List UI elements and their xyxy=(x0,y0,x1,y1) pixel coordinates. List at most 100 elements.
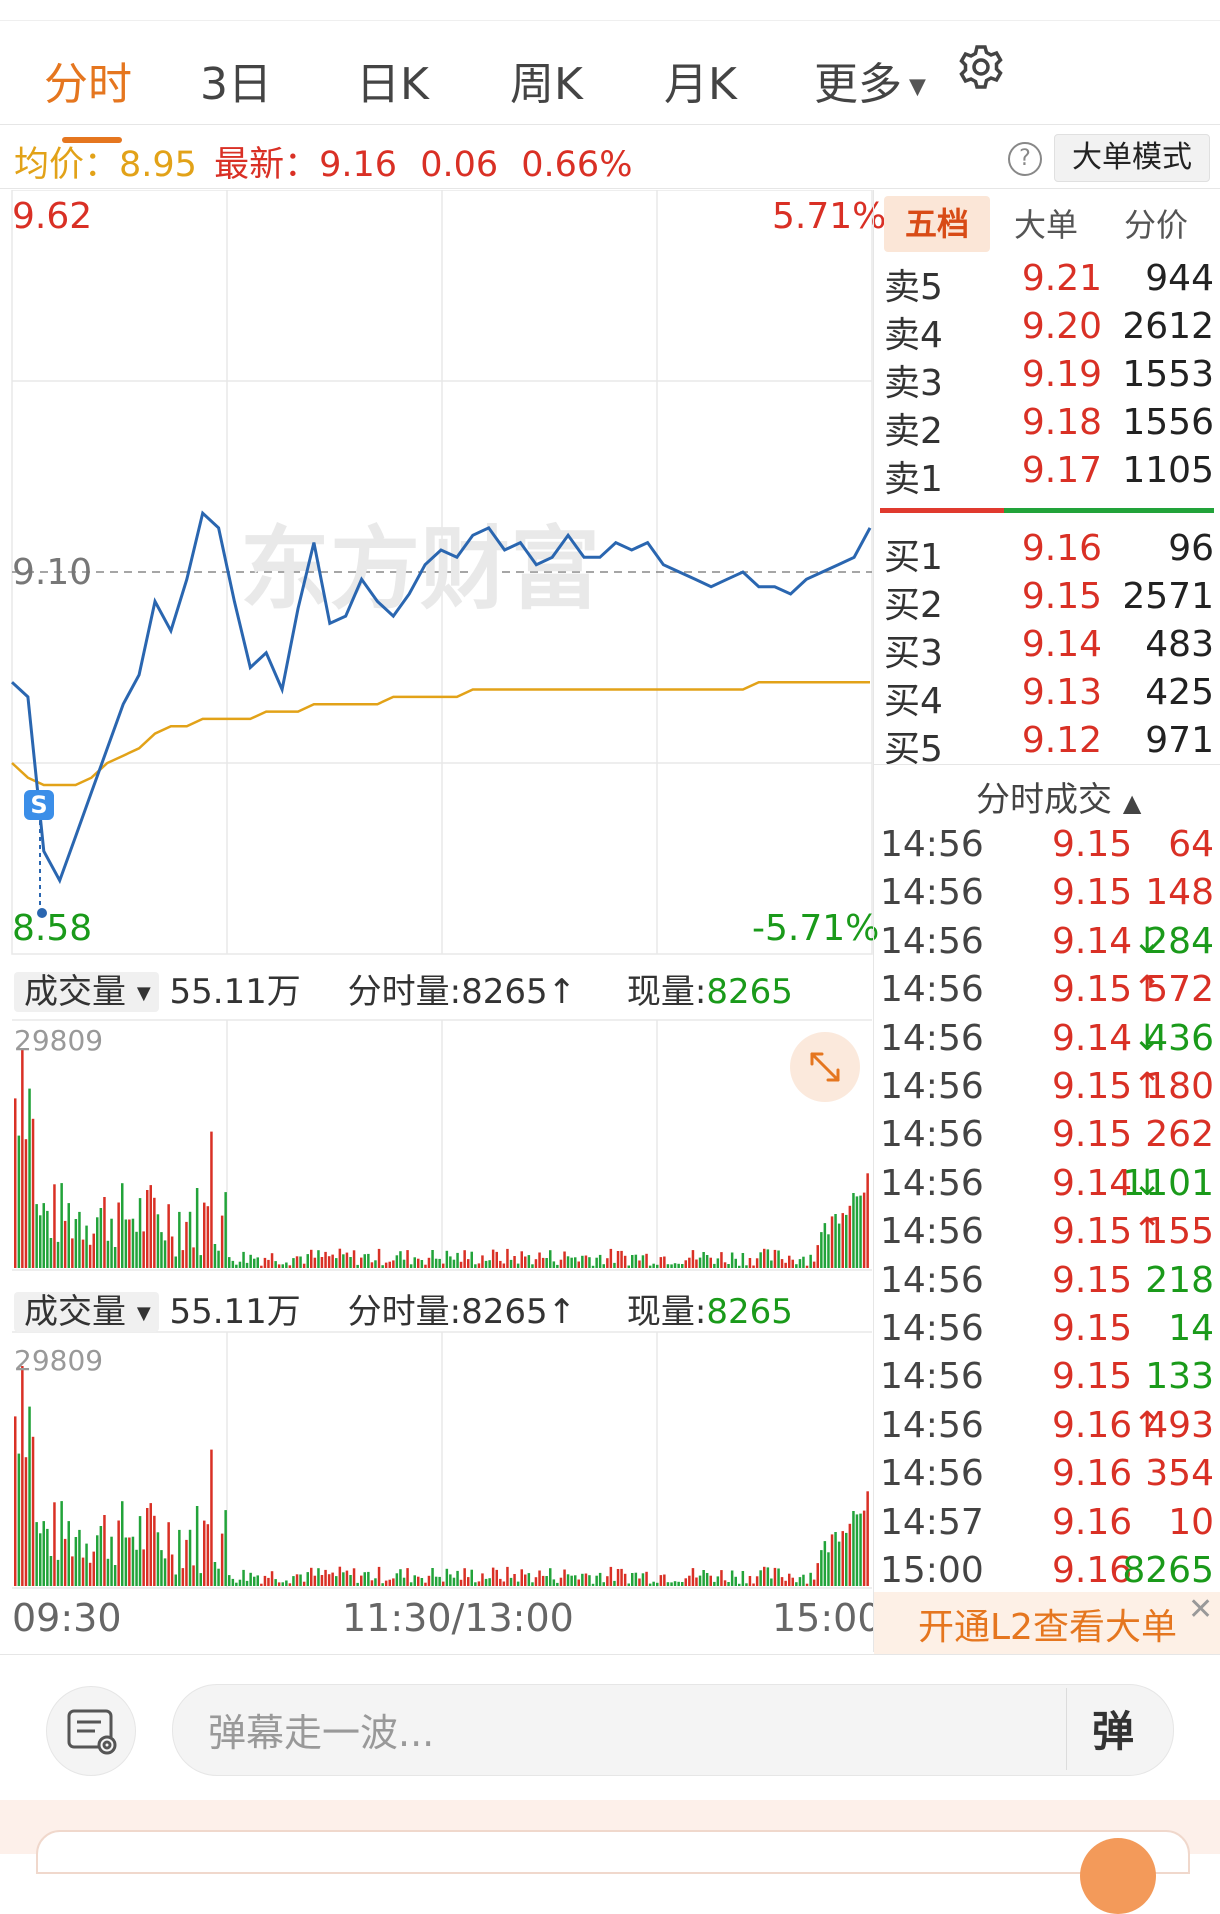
volume-bar xyxy=(35,1522,38,1586)
volume-bar xyxy=(352,1250,356,1268)
volume-bar xyxy=(509,1259,513,1268)
volume-indicator-select[interactable]: 成交量 ▼ xyxy=(14,972,159,1012)
volume-bar xyxy=(245,1262,249,1268)
volume-bar xyxy=(42,1203,45,1268)
volume-bar xyxy=(484,1578,488,1586)
volume-bar xyxy=(295,1574,299,1586)
volume-bar xyxy=(128,1219,131,1268)
tab-more[interactable]: 更多 ▼ xyxy=(814,48,926,112)
volume-bar xyxy=(645,1253,648,1268)
volume-bar xyxy=(96,1217,99,1268)
ticks-header[interactable]: 分时成交 ▲ xyxy=(976,772,1141,821)
volume-bar xyxy=(413,1575,416,1586)
volume-bar xyxy=(178,1529,181,1586)
bottom-card[interactable] xyxy=(36,1830,1190,1874)
volume-bar xyxy=(488,1260,491,1268)
volume-bar xyxy=(780,1577,784,1586)
volume-bar xyxy=(60,1501,63,1586)
l2-banner-text[interactable]: 开通L2查看大单 xyxy=(918,1607,1177,1648)
volume-bar xyxy=(424,1264,427,1268)
tick-time: 14:56 xyxy=(880,1114,984,1156)
tab-five-levels[interactable]: 五档 xyxy=(884,196,990,252)
tick-time: 15:00 xyxy=(880,1550,984,1591)
volume-bar xyxy=(210,1131,213,1268)
tab-big-orders[interactable]: 大单 xyxy=(1014,206,1079,244)
tab-monthly-k[interactable]: 月K xyxy=(664,59,737,110)
expand-button[interactable] xyxy=(790,1032,860,1102)
tick-time: 14:56 xyxy=(880,1066,984,1107)
top-pct-label: 5.71% xyxy=(772,196,887,237)
bid-volume: 425 xyxy=(1145,672,1214,713)
volume-bar xyxy=(417,1258,420,1268)
ask-row: 卖5 9.21 944 xyxy=(884,258,1214,308)
tick-price-value: 9.16 xyxy=(1052,1453,1133,1495)
volume-bar xyxy=(627,1583,630,1586)
ask-volume: 1105 xyxy=(1122,450,1214,491)
tab-intraday[interactable]: 分时 xyxy=(44,59,132,110)
volume-max-label-2: 29809 xyxy=(14,1344,104,1377)
volume-bar xyxy=(356,1582,359,1586)
volume-bar xyxy=(113,1247,117,1268)
volume-bar xyxy=(167,1522,170,1586)
big-order-mode-button[interactable]: 大单模式 xyxy=(1054,134,1210,182)
tab-3day[interactable]: 3日 xyxy=(200,59,272,110)
l2-banner[interactable] xyxy=(874,1592,1220,1654)
volume-bar xyxy=(78,1529,81,1586)
tab-price-distribution[interactable]: 分价 xyxy=(1124,206,1189,244)
volume-bar xyxy=(60,1183,63,1268)
tick-row: 14:56 9.15 14 xyxy=(880,1308,1214,1354)
volume-bar xyxy=(53,1502,56,1586)
signal-marker[interactable]: S xyxy=(24,790,54,820)
danmu-send-button[interactable]: 弹 xyxy=(1092,1698,1134,1759)
volume-bar xyxy=(556,1264,559,1268)
volume-bar xyxy=(188,1529,192,1586)
tick-row: 14:56 9.14↓ 1101 xyxy=(880,1163,1214,1209)
close-icon[interactable]: ✕ xyxy=(1188,1592,1214,1627)
avg-price-value: 8.95 xyxy=(119,145,197,185)
volume-bar xyxy=(195,1188,199,1268)
volume-indicator-select-2[interactable]: 成交量 ▼ xyxy=(14,1292,159,1332)
help-icon[interactable]: ? xyxy=(1008,142,1042,176)
volume-bar xyxy=(606,1576,609,1586)
caret-down-icon: ▼ xyxy=(136,1303,151,1324)
volume-bar xyxy=(527,1573,531,1586)
tab-daily-k[interactable]: 日K xyxy=(356,59,429,110)
volume-bar xyxy=(338,1248,342,1268)
volume-bar xyxy=(21,1366,24,1586)
tab-weekly-k[interactable]: 周K xyxy=(510,59,583,110)
price-info-row: 均价：8.95 最新：9.16 0.06 0.66% xyxy=(14,136,632,187)
danmu-input[interactable] xyxy=(172,1684,1174,1776)
volume-bar xyxy=(238,1579,242,1586)
volume-bar xyxy=(14,1416,17,1586)
volume-bar xyxy=(720,1252,723,1268)
volume-bar xyxy=(110,1536,113,1586)
volume-bar xyxy=(748,1258,752,1268)
volume-bar xyxy=(63,1538,67,1586)
volume-bar xyxy=(263,1257,267,1268)
time-axis-open: 09:30 xyxy=(12,1596,122,1640)
gear-icon[interactable] xyxy=(956,42,1006,92)
volume-bar xyxy=(595,1575,598,1586)
bid-label: 买1 xyxy=(884,537,943,578)
volume-bar xyxy=(716,1258,720,1268)
volume-bar xyxy=(566,1574,570,1586)
volume-bar xyxy=(866,1491,869,1586)
volume-bar xyxy=(163,1558,167,1586)
volume-bar xyxy=(477,1263,481,1268)
danmu-settings-button[interactable] xyxy=(46,1686,136,1776)
volume-bar xyxy=(438,1258,441,1268)
volume-bar xyxy=(845,1532,848,1586)
volume-bar xyxy=(795,1582,798,1586)
tick-row: 14:57 9.16 10 xyxy=(880,1502,1214,1548)
volume-bar xyxy=(74,1537,78,1586)
volume-bar xyxy=(302,1581,306,1586)
price-change-pct: 0.66% xyxy=(521,145,633,185)
volume-bar xyxy=(78,1211,81,1268)
volume-bar xyxy=(830,1216,834,1268)
volume-bar xyxy=(788,1573,791,1586)
arrow-down-icon: ↓ xyxy=(1132,920,1163,962)
tick-row: 14:56 9.15 133 xyxy=(880,1356,1214,1402)
bottom-action-button[interactable] xyxy=(1080,1838,1156,1914)
bottom-pct-label: -5.71% xyxy=(752,908,880,949)
volume-bar xyxy=(812,1261,816,1268)
